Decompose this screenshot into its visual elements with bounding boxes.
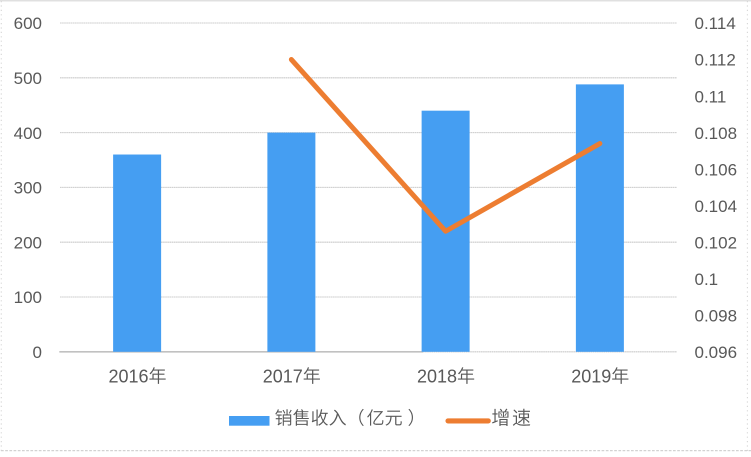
svg-text:2019: 2019 xyxy=(571,366,611,386)
svg-text:0.11: 0.11 xyxy=(695,87,727,106)
svg-text:0.112: 0.112 xyxy=(695,51,736,70)
svg-text:2017: 2017 xyxy=(263,366,303,386)
svg-text:500: 500 xyxy=(14,69,42,88)
svg-text:2018: 2018 xyxy=(417,366,457,386)
svg-text:0.114: 0.114 xyxy=(695,14,736,33)
svg-text:0: 0 xyxy=(33,343,42,362)
svg-text:0.104: 0.104 xyxy=(695,197,738,216)
svg-text:300: 300 xyxy=(14,179,42,198)
svg-text:400: 400 xyxy=(14,124,42,143)
svg-text:2016: 2016 xyxy=(109,366,149,386)
svg-text:0.106: 0.106 xyxy=(695,160,738,179)
svg-text:600: 600 xyxy=(14,14,42,33)
svg-text:100: 100 xyxy=(14,288,42,307)
svg-text:0.098: 0.098 xyxy=(695,306,738,325)
svg-text:0.108: 0.108 xyxy=(695,124,738,143)
svg-text:0.102: 0.102 xyxy=(695,233,738,252)
svg-text:0.1: 0.1 xyxy=(695,270,719,289)
svg-text:0.096: 0.096 xyxy=(695,343,738,362)
svg-text:200: 200 xyxy=(14,233,42,252)
